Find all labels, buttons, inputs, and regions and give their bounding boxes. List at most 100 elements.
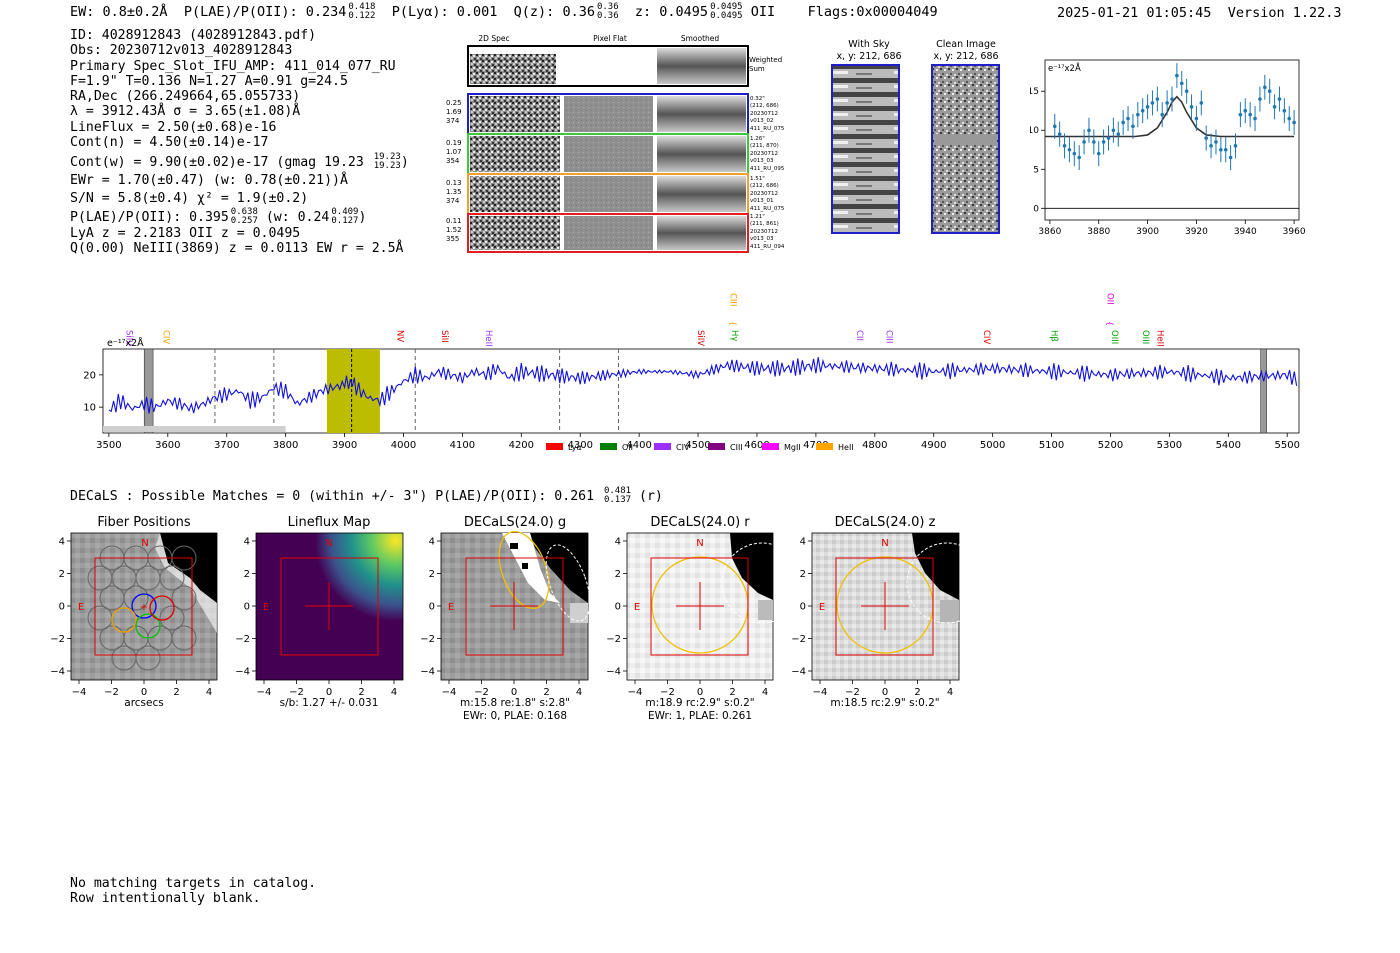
spectrum-ytick-label: 20 [83,370,96,381]
decals-axis-ticks: −4 −2 0 2 4 4 2 0 −2 −4 −4 −2 0 2 4 4 2 0 −2 −4 −4 −2 0 2 4 4 2 0 −2… [50,537,953,699]
decals-xtick-label: 4 [206,687,212,698]
decals-ytick-label: 4 [429,537,435,548]
legend-label: Lyα [568,443,582,452]
fit-ytick-label: 10 [1030,126,1039,136]
decals-xtick-label: −4 [813,687,828,698]
info-plae-hi: 0.638 [230,206,258,217]
spectrum-xtick-label: 3500 [96,440,121,451]
row1-left-b: 1.69 [446,108,462,116]
panel-title-fiber: Fiber Positions [97,515,190,530]
decals-ytick-label: 4 [615,537,621,548]
decals-xtick-label: −4 [628,687,643,698]
with-sky-coords: x, y: 212, 686 [836,51,901,62]
panel-title-r: DECaLS(24.0) r [650,515,750,530]
fit-data-point [1067,147,1072,152]
decals-xtick-label: 2 [729,687,735,698]
fit-data-point [1062,144,1067,148]
info-contw-lo: 19.23 [373,161,401,172]
decals-xtick-label: 0 [882,687,888,698]
spectrum-shaded-region [326,349,380,433]
info-sn: S/N = 5.8(±0.4) χ² = 1.9(±0.2) [70,190,309,206]
fiber-row-3 [467,173,749,215]
fit-plot-axes: 3860 3880 3900 3920 3940 3960 0 5 10 15 [1030,87,1306,235]
row4-left-c: 355 [446,235,459,243]
legend-label: CIII [730,443,743,452]
decals-summary-text: DECaLS : Possible Matches = 0 (within +/… [70,489,595,504]
footer-line-1: No matching targets in catalog. [70,876,317,891]
east-label: E [819,602,825,613]
fiber-row-2 [467,133,749,175]
row1-right-d: v013_02 [750,118,774,124]
spectrum-xtick-label: 4600 [744,440,769,451]
fit-data-point [1214,140,1218,144]
decals-summary: DECaLS : Possible Matches = 0 (within +/… [70,487,663,505]
row3-right-a: 1.51" [750,176,765,182]
row2-left-b: 1.07 [446,148,462,156]
spectrum-xtick-label: 5400 [1216,440,1241,451]
info-contw: Cont(w) = 9.90(±0.02)e-17 (gmag 19.23 19… [70,153,409,171]
spectrum-line-label: SiII [439,330,449,343]
header-timestamp: 2025-01-21 01:05:45 [1057,5,1212,21]
decals-xtick-label: −2 [474,687,489,698]
legend-label: HeII [838,443,854,452]
decals-ytick-label: −2 [235,634,250,645]
decals-ytick-label: 2 [615,569,621,580]
spectrum-line-label: Hβ [1049,330,1059,342]
panel-decals-g: E [440,531,591,681]
fit-data-point [1126,116,1130,121]
row2-right-d: v013_03 [750,158,774,164]
decals-xtick-label: −2 [289,687,304,698]
fit-data-point [1209,144,1213,148]
fit-ytick-label: 15 [1030,87,1039,97]
fit-xtick-label: 3940 [1234,227,1257,235]
spectrum-line-label: HeII [483,330,493,347]
east-label: E [634,602,640,613]
row1-left-c: 374 [446,117,460,125]
decals-ytick-label: 2 [244,569,250,580]
fiber-row-1 [467,93,749,135]
row3-right-d: v013_01 [750,198,774,204]
legend-swatch [762,443,779,450]
row4-left-a: 0.11 [446,217,462,225]
spectrum-flux-line [108,357,1298,414]
decals-ytick-label: 0 [429,602,435,613]
spectrum-line-label: SiIV [124,330,134,346]
info-line: F=1.9" T=0.136 N=1.27 A=0.91 g=24.5 [70,73,348,89]
decals-panels: Fiber Positions Lineflux Map DECaLS(24.0… [50,515,980,722]
decals-ytick-label: −2 [791,634,806,645]
fiber-row-4 [467,213,749,253]
fiber-right-labels: 0.32" (212, 686) 20230712 v013_02 411_RU… [750,96,785,250]
decals-summary-tail: (r) [639,489,663,504]
spectrum-xtick-label: 3600 [155,440,180,451]
spectrum-series [103,357,1298,432]
fit-data-point [1179,81,1184,86]
fit-data-point [1199,101,1204,105]
north-label: N [696,538,703,549]
legend-swatch [816,443,833,450]
row4-right-a: 1.21" [750,214,765,220]
caption-r-2: EWr: 1, PLAE: 0.261 [648,710,752,722]
fit-data-point [1116,132,1121,136]
spectrum-unit: e⁻¹⁷x2Å [107,337,144,349]
caption-lineflux: s/b: 1.27 +/- 0.031 [280,697,379,709]
fit-data-point [1287,116,1292,121]
fiber-left-labels: 0.25 1.69 374 0.19 1.07 354 0.13 1.35 37… [446,99,462,243]
decals-ytick-label: 4 [800,537,806,548]
north-label: N [141,538,148,549]
fit-data-point [1272,105,1277,109]
fit-xtick-label: 3920 [1185,227,1208,235]
fit-data-point [1238,112,1243,117]
header-z-line: OII [750,4,776,20]
decals-xtick-label: 0 [511,687,517,698]
decals-xtick-label: 2 [914,687,920,698]
header-plya: P(Lyα): 0.001 [391,4,498,20]
spectrum-shaded-regions [143,348,1267,434]
clean-image-band [934,134,997,144]
caption-fiber: arcsecs [124,697,163,709]
decals-xtick-label: −2 [104,687,119,698]
info-line: Primary Spec_Slot_IFU_AMP: 411_014_077_R… [70,58,396,74]
spectrum-xtick-label: 5200 [1098,440,1123,451]
info-line: RA,Dec (266.249664,65.055733) [70,89,301,105]
fit-data-point [1243,108,1248,113]
info-line: λ = 3912.43Å σ = 3.65(±1.08)Å [70,104,301,120]
